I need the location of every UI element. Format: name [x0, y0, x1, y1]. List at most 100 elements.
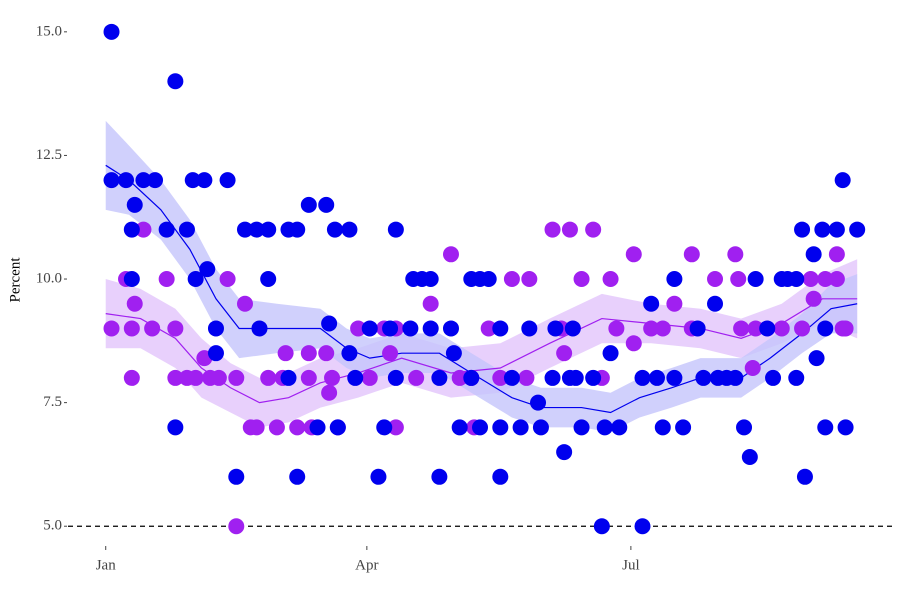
point — [422, 271, 439, 288]
point — [834, 172, 851, 189]
point — [556, 345, 573, 362]
point — [544, 369, 561, 386]
point — [158, 221, 175, 238]
point — [236, 295, 253, 312]
point — [547, 320, 564, 337]
point — [518, 369, 535, 386]
point — [736, 419, 753, 436]
point — [228, 518, 245, 535]
point — [747, 320, 764, 337]
point — [167, 73, 184, 90]
point — [260, 221, 277, 238]
point — [794, 320, 811, 337]
point — [814, 221, 831, 238]
point — [828, 246, 845, 263]
point — [329, 419, 346, 436]
point — [228, 468, 245, 485]
point — [118, 172, 135, 189]
x-tick-label: Jan — [96, 557, 116, 573]
point — [689, 320, 706, 337]
point — [556, 444, 573, 461]
point — [309, 419, 326, 436]
point — [167, 369, 184, 386]
point — [382, 345, 399, 362]
point — [564, 320, 581, 337]
point — [683, 246, 700, 263]
point — [634, 518, 651, 535]
point — [318, 345, 335, 362]
point — [573, 271, 590, 288]
point — [759, 320, 776, 337]
point — [158, 271, 175, 288]
point — [648, 369, 665, 386]
point — [422, 295, 439, 312]
point — [643, 295, 660, 312]
point — [802, 271, 819, 288]
point — [408, 369, 425, 386]
point — [666, 271, 683, 288]
point — [463, 369, 480, 386]
point — [402, 320, 419, 337]
point — [608, 320, 625, 337]
point — [219, 271, 236, 288]
point — [321, 384, 338, 401]
point — [289, 468, 306, 485]
point — [347, 369, 364, 386]
point — [187, 271, 204, 288]
point — [280, 369, 297, 386]
point — [370, 468, 387, 485]
y-tick-label: 5.0 — [43, 518, 62, 534]
point — [260, 271, 277, 288]
point — [643, 320, 660, 337]
point — [207, 320, 224, 337]
x-tick-label: Apr — [355, 557, 378, 573]
point — [544, 221, 561, 238]
point — [210, 369, 227, 386]
point — [300, 345, 317, 362]
point — [219, 172, 236, 189]
point — [817, 320, 834, 337]
point — [480, 271, 497, 288]
point — [451, 369, 468, 386]
point — [625, 246, 642, 263]
point — [318, 196, 335, 213]
point — [817, 271, 834, 288]
point — [199, 261, 216, 278]
point — [567, 369, 584, 386]
point — [828, 221, 845, 238]
point — [277, 345, 294, 362]
point — [817, 419, 834, 436]
point — [207, 345, 224, 362]
point — [707, 271, 724, 288]
point — [228, 369, 245, 386]
point — [654, 419, 671, 436]
point — [730, 271, 747, 288]
point — [492, 320, 509, 337]
point — [361, 369, 378, 386]
x-tick-label: Jul — [622, 557, 640, 573]
point — [585, 221, 602, 238]
point — [144, 320, 161, 337]
point — [324, 369, 341, 386]
point — [788, 271, 805, 288]
point — [532, 419, 549, 436]
point — [805, 246, 822, 263]
point — [123, 221, 140, 238]
point — [596, 419, 613, 436]
point — [788, 369, 805, 386]
point — [521, 271, 538, 288]
point — [289, 419, 306, 436]
point — [654, 320, 671, 337]
point — [187, 369, 204, 386]
point — [666, 295, 683, 312]
y-tick-label: 15.0 — [36, 23, 62, 39]
point — [451, 419, 468, 436]
point — [611, 419, 628, 436]
point — [126, 196, 143, 213]
point — [828, 271, 845, 288]
point — [248, 221, 265, 238]
point — [361, 320, 378, 337]
point — [431, 369, 448, 386]
point — [167, 419, 184, 436]
